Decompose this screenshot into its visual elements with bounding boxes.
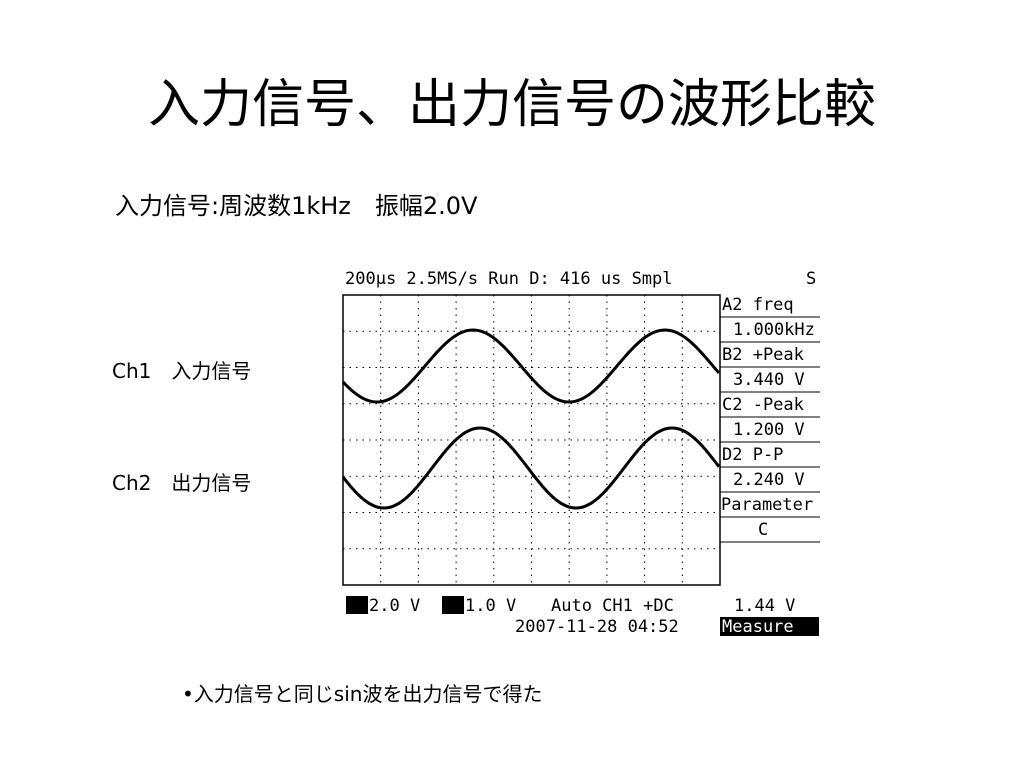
bullet-text: •入力信号と同じsin波を出力信号で得た [182, 682, 543, 706]
ch2-scale: 1.0 V [465, 596, 516, 616]
channel-label: Ch2 出力信号 [112, 471, 252, 495]
ch2-waveform [341, 426, 721, 510]
measure-label: B2 +Peak [722, 345, 804, 365]
measure-value: 1.000kHz [733, 320, 815, 340]
trigger: Auto CH1 +DC [551, 596, 674, 616]
subtitle: 入力信号:周波数1kHz 振幅2.0V [115, 192, 478, 220]
measure-label: C2 -Peak [722, 395, 804, 415]
ch1-icon [346, 596, 368, 614]
cursor-value: 1.44 V [734, 596, 795, 616]
grid [343, 295, 720, 585]
parameter-value: C [758, 520, 768, 540]
mode: Measure [722, 617, 794, 637]
ch2-icon [442, 596, 464, 614]
status-bar: 200μs 2.5MS/s Run D: 416 us Smpl [345, 269, 673, 289]
measure-value: 2.240 V [733, 470, 805, 490]
parameter-label: Parameter [721, 495, 813, 515]
ch1-waveform [341, 328, 721, 404]
channel-label: Ch1 入力信号 [112, 359, 252, 383]
mode-box [720, 617, 819, 636]
measure-label: D2 P-P [722, 445, 783, 465]
slide-title: 入力信号、出力信号の波形比較 [147, 75, 876, 135]
ch1-scale: 2.0 V [369, 596, 420, 616]
measure-panel: A2 freq 1.000kHz B2 +Peak 3.440 V C2 -Peak 1.… [720, 295, 820, 543]
status-right: S [806, 269, 816, 289]
timestamp: 2007-11-28 04:52 [515, 617, 679, 637]
measure-label: A2 freq [722, 295, 794, 315]
measure-value: 1.200 V [733, 420, 805, 440]
measure-value: 3.440 V [733, 370, 805, 390]
